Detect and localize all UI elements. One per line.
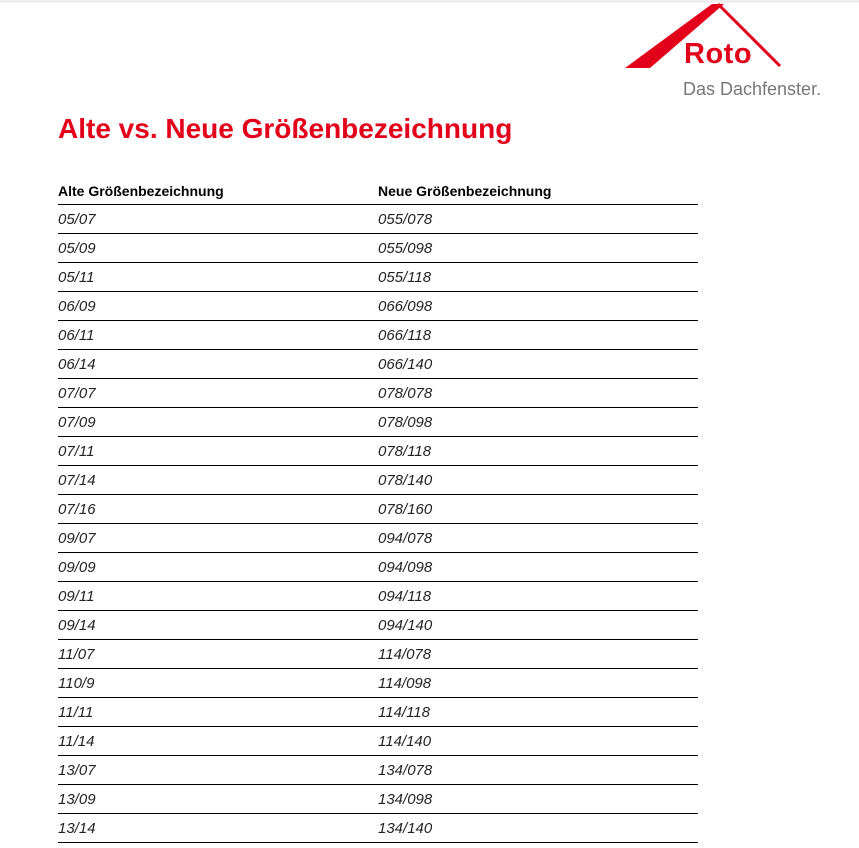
old-size-cell: 11/11 [58, 703, 94, 721]
old-size-cell: 06/09 [58, 297, 96, 315]
logo-brand: Roto [684, 38, 753, 70]
header-new-size: Neue Größenbezeichnung [378, 183, 552, 199]
old-size-cell: 07/14 [58, 471, 96, 489]
new-size-cell: 114/140 [378, 732, 432, 750]
table-row: 09/11 094/118 [58, 582, 698, 611]
old-size-cell: 07/11 [58, 442, 95, 460]
table-row: 06/14 066/140 [58, 350, 698, 379]
new-size-cell: 114/118 [378, 703, 430, 721]
old-size-cell: 13/09 [58, 790, 96, 808]
new-size-cell: 066/098 [378, 297, 433, 315]
old-size-cell: 07/09 [58, 413, 96, 431]
new-size-cell: 134/098 [378, 790, 433, 808]
table-row: 09/09 094/098 [58, 553, 698, 582]
table-row: 11/14 114/140 [58, 727, 698, 756]
table-row: 06/11 066/118 [58, 321, 698, 350]
page-title: Alte vs. Neue Größenbezeichnung [58, 113, 513, 144]
old-size-cell: 13/07 [58, 761, 96, 779]
new-size-cell: 134/140 [378, 819, 433, 837]
table-row: 05/09 055/098 [58, 234, 698, 263]
new-size-cell: 078/098 [378, 413, 433, 431]
old-size-cell: 11/14 [58, 732, 95, 750]
table-row: 07/09 078/098 [58, 408, 698, 437]
old-size-cell: 09/11 [58, 587, 95, 605]
table-row: 07/16 078/160 [58, 495, 698, 524]
roto-roof-logo-icon [625, 2, 782, 68]
old-size-cell: 11/07 [58, 645, 95, 663]
table-header: Alte Größenbezeichnung Neue Größenbezeic… [58, 178, 698, 205]
new-size-cell: 055/078 [378, 210, 433, 228]
header-old-size: Alte Größenbezeichnung [58, 183, 224, 199]
new-size-cell: 055/118 [378, 268, 432, 286]
new-size-cell: 094/140 [378, 616, 433, 634]
table-row: 11/11 114/118 [58, 698, 698, 727]
old-size-cell: 07/16 [58, 500, 96, 518]
old-size-cell: 07/07 [58, 384, 96, 402]
logo-tagline: Das Dachfenster. [683, 79, 822, 99]
new-size-cell: 134/078 [378, 761, 433, 779]
new-size-cell: 055/098 [378, 239, 433, 257]
table-row: 09/07 094/078 [58, 524, 698, 553]
table-row: 07/14 078/140 [58, 466, 698, 495]
old-size-cell: 13/14 [58, 819, 96, 837]
table-row: 13/09 134/098 [58, 785, 698, 814]
table-row: 05/07 055/078 [58, 205, 698, 234]
table-row: 05/11 055/118 [58, 263, 698, 292]
new-size-cell: 066/118 [378, 326, 432, 344]
table-row: 13/07 134/078 [58, 756, 698, 785]
old-size-cell: 110/9 [58, 674, 95, 692]
new-size-cell: 078/140 [378, 471, 433, 489]
table-row: 110/9 114/098 [58, 669, 698, 698]
new-size-cell: 078/118 [378, 442, 432, 460]
old-size-cell: 05/09 [58, 239, 96, 257]
old-size-cell: 09/07 [58, 529, 96, 547]
table-row: 09/14 094/140 [58, 611, 698, 640]
new-size-cell: 078/160 [378, 500, 433, 518]
old-size-cell: 05/07 [58, 210, 96, 228]
new-size-cell: 094/078 [378, 529, 433, 547]
new-size-cell: 114/098 [378, 674, 432, 692]
table-row: 07/07 078/078 [58, 379, 698, 408]
new-size-cell: 094/118 [378, 587, 432, 605]
old-size-cell: 06/11 [58, 326, 95, 344]
table-row: 07/11 078/118 [58, 437, 698, 466]
old-size-cell: 05/11 [58, 268, 95, 286]
size-table: Alte Größenbezeichnung Neue Größenbezeic… [58, 178, 698, 843]
table-row: 06/09 066/098 [58, 292, 698, 321]
table-row: 13/14 134/140 [58, 814, 698, 843]
new-size-cell: 094/098 [378, 558, 433, 576]
old-size-cell: 06/14 [58, 355, 96, 373]
old-size-cell: 09/09 [58, 558, 96, 576]
top-border [0, 0, 859, 3]
new-size-cell: 066/140 [378, 355, 433, 373]
old-size-cell: 09/14 [58, 616, 96, 634]
table-row: 11/07 114/078 [58, 640, 698, 669]
new-size-cell: 114/078 [378, 645, 432, 663]
new-size-cell: 078/078 [378, 384, 433, 402]
